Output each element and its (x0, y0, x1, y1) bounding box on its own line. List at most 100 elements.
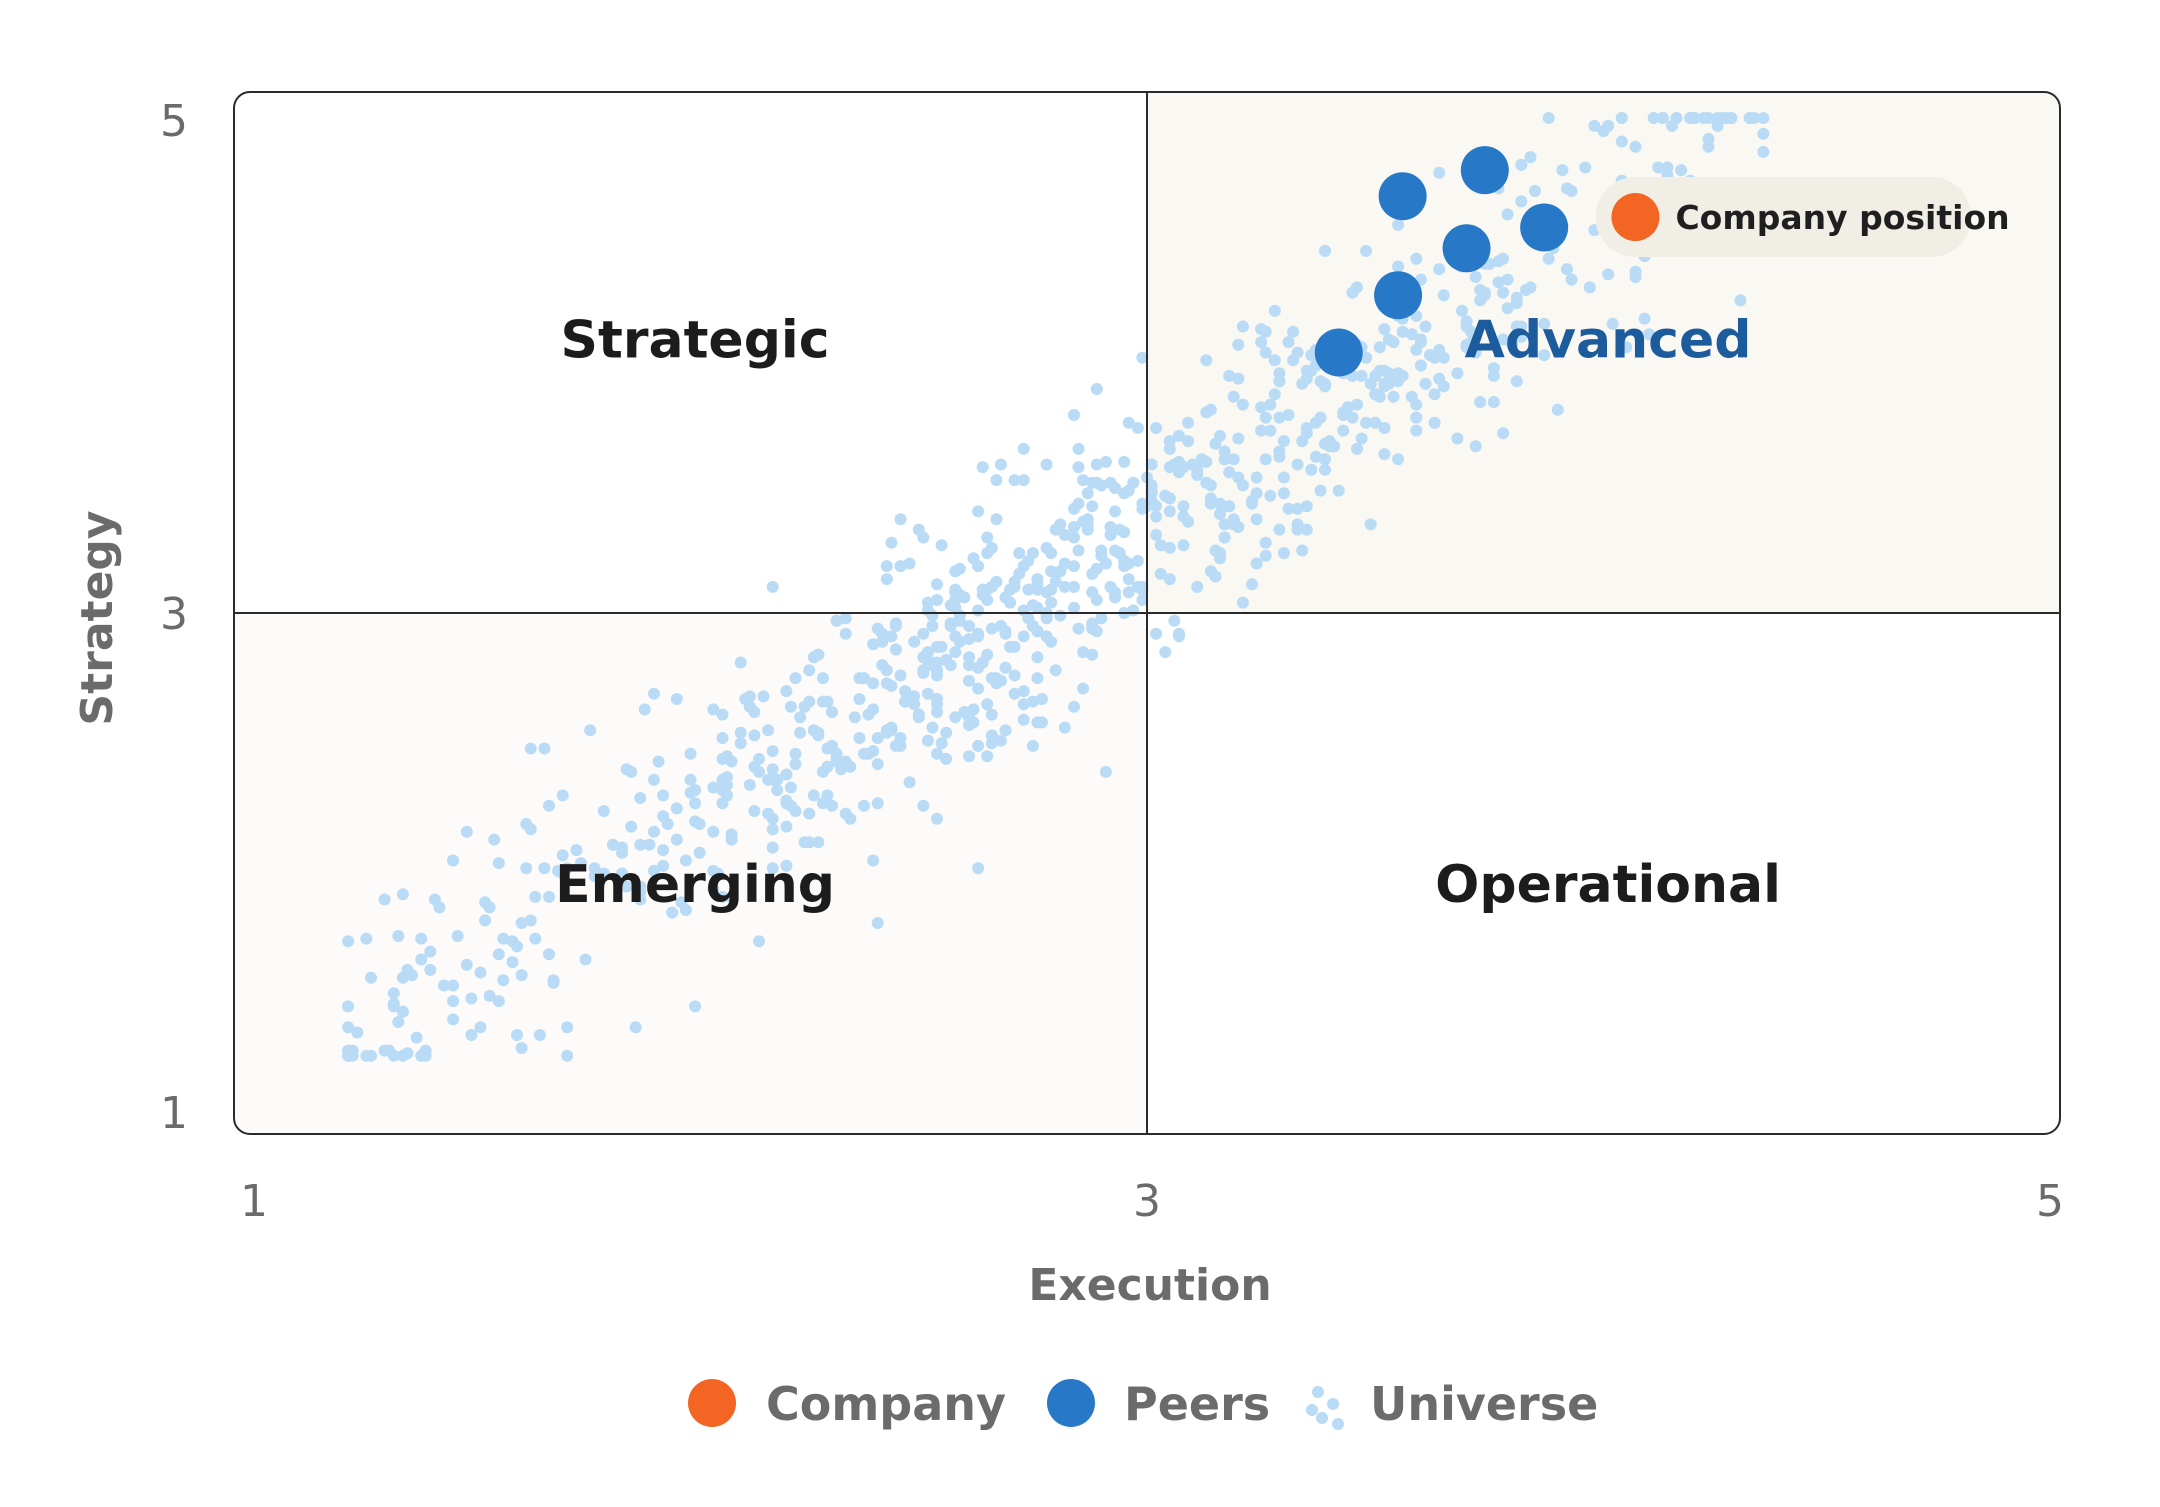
universe-point (1154, 567, 1167, 580)
universe-point (652, 755, 665, 768)
universe-point (657, 844, 670, 857)
universe-point (570, 844, 583, 857)
universe-point (460, 958, 473, 971)
universe-point (543, 890, 555, 903)
universe-point (1319, 244, 1331, 257)
universe-point (556, 867, 569, 880)
universe-point (967, 552, 980, 565)
universe-point (1268, 388, 1281, 401)
universe-point (679, 854, 692, 867)
universe-point (1337, 424, 1350, 437)
universe-point (392, 1016, 405, 1028)
universe-point (465, 1029, 478, 1041)
universe-point (917, 531, 930, 544)
universe-point (1040, 458, 1053, 471)
universe-point (1647, 112, 1660, 124)
universe-point (981, 594, 994, 606)
universe-point (1090, 383, 1103, 395)
universe-point (460, 825, 473, 838)
universe-point (807, 724, 820, 737)
universe-point (994, 620, 1007, 632)
universe-point (1209, 544, 1222, 557)
universe-point (1460, 315, 1473, 328)
universe-point (1136, 502, 1149, 515)
universe-point (1255, 323, 1268, 336)
universe-point (1045, 596, 1058, 609)
universe-point (1300, 523, 1313, 536)
quadrant-label-operational: Operational (1435, 855, 1781, 915)
universe-point (1684, 112, 1697, 124)
universe-point (771, 784, 784, 797)
universe-point (1026, 547, 1039, 560)
universe-point (556, 849, 569, 862)
universe-point (1378, 377, 1391, 390)
universe-point (894, 513, 907, 526)
quadrant-labels: Strategic Advanced Emerging Operational (555, 310, 1781, 914)
universe-point (1214, 508, 1226, 520)
universe-point (1515, 320, 1528, 333)
universe-point (1510, 297, 1523, 309)
universe-point (1177, 500, 1190, 513)
universe-point (1031, 583, 1044, 596)
universe-point (488, 833, 501, 846)
universe-point (766, 812, 779, 825)
universe-point (780, 820, 793, 833)
universe-point (342, 1049, 355, 1062)
universe-point (465, 992, 478, 1005)
universe-point (1460, 338, 1473, 351)
universe-point (1451, 432, 1464, 445)
universe-point (1099, 557, 1112, 570)
universe-point (1734, 294, 1747, 307)
universe-point (931, 812, 943, 825)
universe-point (1428, 388, 1441, 401)
universe-point (1702, 132, 1715, 145)
universe-point (990, 674, 1003, 687)
universe-point (949, 630, 962, 643)
universe-point (899, 695, 912, 708)
universe-point (885, 630, 898, 643)
universe-point (1255, 424, 1268, 437)
universe-point (1273, 445, 1286, 458)
universe-point (931, 594, 943, 606)
universe-point (871, 917, 884, 929)
universe-point (1200, 406, 1213, 419)
universe-point (994, 734, 1007, 747)
y-tick-label: 3 (160, 589, 188, 640)
universe-point (1058, 528, 1071, 541)
universe-point (1227, 390, 1240, 403)
universe-point (826, 706, 838, 718)
universe-point (830, 752, 843, 765)
universe-point (1122, 586, 1135, 599)
universe-point (972, 630, 985, 643)
universe-point (684, 773, 697, 786)
universe-point (1177, 539, 1190, 552)
universe-point (1387, 336, 1400, 349)
universe-point (867, 638, 880, 651)
universe-point (1396, 325, 1409, 338)
universe-point (1118, 526, 1131, 539)
universe-point (1150, 627, 1163, 640)
universe-point (1104, 476, 1117, 489)
universe-point (1264, 398, 1277, 411)
universe-point (1702, 112, 1715, 124)
universe-point (1131, 422, 1144, 434)
universe-point (1250, 471, 1263, 484)
universe-point (766, 823, 779, 836)
universe-point (387, 997, 400, 1010)
universe-point (1013, 547, 1026, 560)
universe-point (1410, 252, 1423, 265)
universe-point (894, 669, 907, 682)
universe-point (1163, 461, 1176, 474)
universe-point (1497, 286, 1510, 299)
universe-point (360, 932, 373, 945)
x-axis-title: Execution (1028, 1260, 1271, 1311)
universe-point (981, 531, 994, 544)
universe-point (1405, 390, 1418, 403)
universe-point (917, 627, 930, 640)
universe-point (689, 1000, 702, 1013)
universe-point (492, 995, 505, 1008)
universe-point (1122, 484, 1135, 497)
universe-point (1346, 286, 1359, 299)
universe-point (1072, 461, 1085, 474)
legend-universe-dot (1306, 1404, 1318, 1416)
